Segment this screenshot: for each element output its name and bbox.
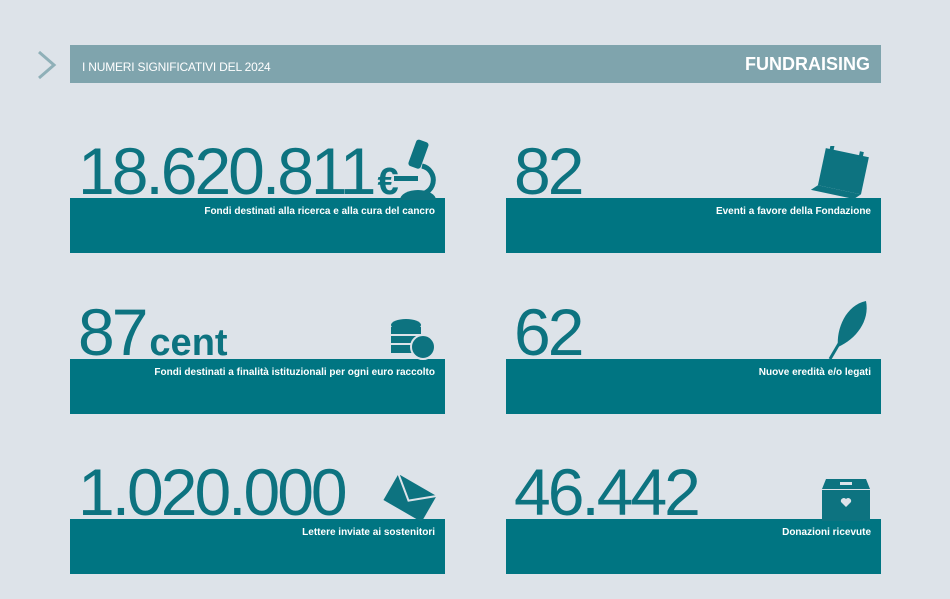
stat-label: Fondi destinati a finalità istituzionali…	[154, 367, 435, 378]
envelope-icon	[383, 475, 437, 521]
stat-label: Eventi a favore della Fondazione	[715, 206, 871, 217]
section-header: I NUMERI SIGNIFICATIVI DEL 2024 FUNDRAIS…	[70, 45, 881, 83]
stat-label: Fondi destinati alla ricerca e alla cura…	[204, 206, 435, 217]
chevron-right-icon[interactable]	[36, 50, 58, 80]
stat-card-legacies: 62 Nuove eredità e/o legati	[506, 299, 881, 439]
stat-card-cents-per-euro: 87 cent Fondi destinati a finalità istitu…	[70, 299, 445, 439]
stat-value: 87 cent	[78, 295, 228, 369]
stat-card-research-funds: 18.620.811 € Fondi destinati alla ricerca…	[70, 138, 445, 278]
calendar-icon	[811, 146, 869, 200]
stat-value: 18.620.811 €	[78, 134, 399, 208]
coins-icon	[391, 319, 436, 360]
stat-value: 82	[514, 134, 584, 208]
header-title: FUNDRAISING	[745, 54, 870, 74]
donation-box-icon	[822, 479, 870, 521]
stat-card-donations: 46.442 Donazioni ricevute	[506, 459, 881, 599]
feather-quill-icon	[828, 301, 867, 360]
header-subtitle: I NUMERI SIGNIFICATIVI DEL 2024	[82, 60, 271, 74]
stat-value: 46.442	[514, 455, 701, 529]
stat-value: 62	[514, 295, 584, 369]
stat-label: Nuove eredità e/o legati	[758, 367, 871, 378]
stat-card-events: 82 Eventi a favore della Fondazione	[506, 138, 881, 278]
stat-value: 1.020.000	[78, 455, 348, 529]
microscope-icon	[394, 139, 436, 200]
stat-card-letters: 1.020.000 Lettere inviate ai sostenitori	[70, 459, 445, 599]
